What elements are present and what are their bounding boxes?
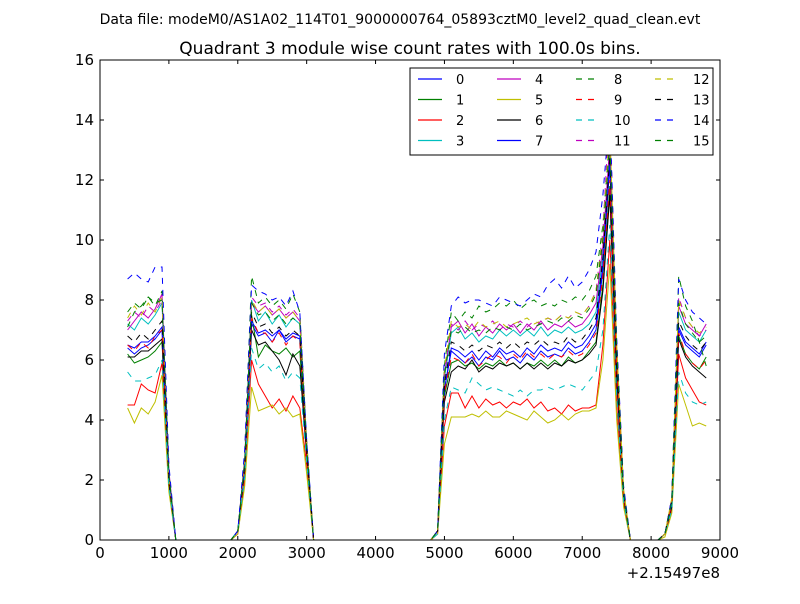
y-tick-label: 6 [84,351,94,369]
x-tick-label: 4000 [356,544,394,562]
x-tick-label: 9000 [701,544,739,562]
x-tick-label: 6000 [494,544,532,562]
legend-label-3: 3 [456,135,464,150]
y-tick-label: 12 [75,171,94,189]
legend-label-4: 4 [535,73,543,88]
legend-label-10: 10 [614,114,631,129]
legend-box [409,67,714,156]
legend-label-11: 11 [614,135,631,150]
legend-label-5: 5 [535,94,543,109]
x-tick-label: 7000 [563,544,601,562]
x-axis-offset-label: +2.15497e8 [627,564,720,582]
legend-label-14: 14 [693,114,710,129]
legend-label-0: 0 [456,73,464,88]
y-tick-label: 8 [84,291,94,309]
x-tick-label: 0 [95,544,105,562]
chart-suptitle: Data file: modeM0/AS1A02_114T01_90000007… [100,12,701,28]
y-tick-label: 0 [84,531,94,549]
legend-label-2: 2 [456,114,464,129]
x-tick-label: 3000 [288,544,326,562]
x-tick-label: 8000 [632,544,670,562]
x-tick-label: 5000 [425,544,463,562]
legend-label-12: 12 [693,73,710,88]
y-tick-label: 10 [75,231,94,249]
y-tick-label: 4 [84,411,94,429]
y-tick-label: 2 [84,471,94,489]
legend-label-6: 6 [535,114,543,129]
y-tick-label: 16 [75,51,94,69]
legend-label-1: 1 [456,94,464,109]
legend-label-8: 8 [614,73,622,88]
legend-label-7: 7 [535,135,543,150]
legend-label-9: 9 [614,94,622,109]
y-tick-label: 14 [75,111,94,129]
chart-title: Quadrant 3 module wise count rates with … [179,39,640,59]
legend-label-15: 15 [693,135,710,150]
axis-ticks: 0 1000 2000 3000 4000 5000 6000 7000 8000 9000 0 2 4… [75,51,739,562]
legend-label-13: 13 [693,94,710,109]
x-tick-label: 1000 [150,544,188,562]
x-tick-label: 2000 [219,544,257,562]
